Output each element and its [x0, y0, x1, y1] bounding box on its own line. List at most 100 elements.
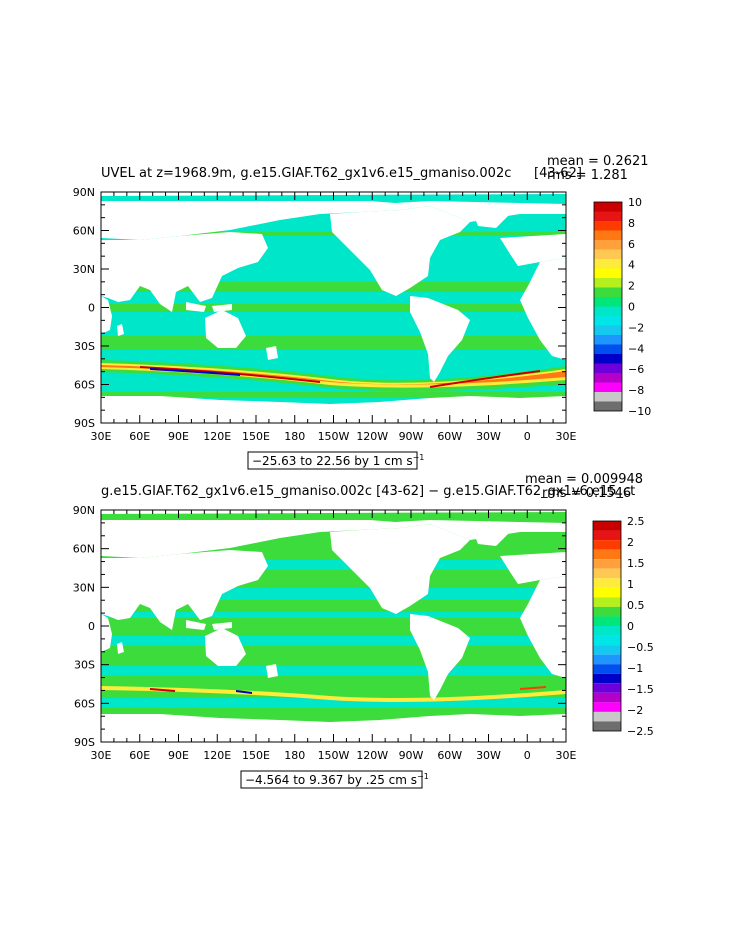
- panel-top-lat-label: 60N: [73, 225, 95, 238]
- panel-top-range-exp: −1: [413, 453, 425, 462]
- panel-top-colorbar-swatch: [594, 373, 622, 383]
- panel-bottom-lon-label: 90E: [168, 749, 189, 762]
- panel-bottom-colorbar-swatch: [593, 597, 621, 607]
- panel-top-years: [43-62]: [534, 166, 582, 181]
- panel-top-colorbar-label: 6: [628, 238, 635, 251]
- panel-top-colorbar-swatch: [594, 401, 622, 411]
- panel-top-colorbar-swatch: [594, 325, 622, 335]
- acc-anomaly: [101, 686, 566, 702]
- panel-top-lat-label: 90S: [74, 417, 95, 430]
- panel-top-lon-label: 90W: [399, 430, 424, 443]
- panel-bottom-colorbar-label: 1: [627, 578, 634, 591]
- panel-bottom-lat-label: 30N: [73, 581, 95, 594]
- panel-bottom: g.e15.GIAF.T62_gx1v6.e15_gmaniso.002c [4…: [73, 472, 654, 789]
- panel-bottom-colorbar-swatch: [593, 683, 621, 693]
- panel-bottom-colorbar-swatch: [593, 645, 621, 655]
- panel-bottom-map: [101, 510, 566, 742]
- panel-top-colorbar: 10 8 6 4 2 0 −2 −4 −6 −8 −10: [593, 196, 651, 418]
- panel-bottom-colorbar-swatch: [593, 654, 621, 665]
- panel-top-colorbar-swatch: [594, 259, 622, 269]
- panel-top-rms: rms = 1.281: [547, 168, 628, 183]
- panel-top-colorbar-label: 4: [628, 259, 635, 272]
- panel-bottom-colorbar-label: −2: [627, 704, 643, 717]
- panel-bottom-colorbar-label: −1: [627, 662, 643, 675]
- panel-top-lon-label: 120E: [203, 430, 231, 443]
- panel-top-lat-label: 90N: [73, 186, 95, 199]
- panel-bottom-lat-label: 0: [88, 620, 95, 633]
- panel-bottom-colorbar: 2.5 2 1.5 1 0.5 0 −0.5 −1 −1.5 −2 −2.5: [592, 515, 654, 738]
- panel-top-colorbar-swatch: [594, 335, 622, 345]
- panel-bottom-colorbar-swatch: [593, 521, 621, 531]
- panel-top-lon-label: 90E: [168, 430, 189, 443]
- panel-bottom-colorbar-label: 2.5: [627, 515, 645, 528]
- panel-bottom-title: g.e15.GIAF.T62_gx1v6.e15_gmaniso.002c [4…: [101, 484, 635, 499]
- panel-top-lon-label: 180: [284, 430, 305, 443]
- panel-top-lat-label: 60S: [74, 379, 95, 392]
- panel-top-colorbar-swatch: [594, 354, 622, 364]
- panel-top-colorbar-label: −8: [628, 384, 644, 397]
- panel-top-colorbar-label: 8: [628, 217, 635, 230]
- panel-bottom-lat-label: 90N: [73, 504, 95, 517]
- panel-top-lon-label: 0: [524, 430, 531, 443]
- panel-top-title: UVEL at z=1968.9m, g.e15.GIAF.T62_gx1v6.…: [101, 166, 511, 181]
- panel-top-colorbar-label: 0: [628, 301, 635, 314]
- panel-bottom-colorbar-swatch: [593, 673, 621, 684]
- panel-bottom-colorbar-swatch: [593, 578, 621, 588]
- panel-bottom-colorbar-swatch: [593, 559, 621, 569]
- panel-bottom-range: −4.564 to 9.367 by .25 cm s: [245, 773, 417, 787]
- panel-top-colorbar-label: −2: [628, 321, 644, 334]
- panel-bottom-colorbar-swatch: [593, 587, 621, 598]
- panel-top-colorbar-swatch: [594, 287, 622, 297]
- acc-band: [101, 360, 566, 392]
- panel-top-colorbar-label: −4: [628, 342, 644, 355]
- panel-bottom-colorbar-swatch: [593, 692, 621, 703]
- panel-bottom-colorbar-swatch: [593, 721, 621, 731]
- panel-top-colorbar-label: 2: [628, 280, 635, 293]
- panel-top-mean: mean = 0.2621: [547, 154, 649, 169]
- panel-top-colorbar-label: −6: [628, 363, 644, 376]
- panel-bottom-lat-label: 60N: [73, 543, 95, 556]
- panel-bottom-colorbar-label: −1.5: [627, 683, 654, 696]
- panel-bottom-lat-label: 30S: [74, 659, 95, 672]
- panel-top-colorbar-swatch: [594, 211, 622, 221]
- panel-bottom-colorbar-swatch: [593, 540, 621, 550]
- panel-bottom-lat-label: 90S: [74, 736, 95, 749]
- panel-bottom-colorbar-swatch: [593, 606, 621, 617]
- panel-bottom-lon-label: 150E: [242, 749, 270, 762]
- panel-top-colorbar-swatch: [594, 297, 622, 307]
- panel-bottom-lon-label: 30E: [91, 749, 112, 762]
- panel-bottom-colorbar-swatch: [593, 549, 621, 560]
- panel-bottom-rms: rms = 0.1546: [542, 486, 631, 501]
- panel-top-lon-label: 60W: [437, 430, 462, 443]
- panel-bottom-colorbar-label: −2.5: [627, 725, 654, 738]
- panel-top-range-box: −25.63 to 22.56 by 1 cm s−1: [247, 451, 424, 470]
- panel-top-colorbar-swatch: [594, 268, 622, 278]
- panel-bottom-lon-label: 180: [284, 749, 305, 762]
- panel-top-colorbar-swatch: [594, 392, 622, 402]
- panel-top-lon-label: 150E: [242, 430, 270, 443]
- panel-bottom-colorbar-label: −0.5: [627, 641, 654, 654]
- panel-bottom-colorbar-label: 2: [627, 536, 634, 549]
- panel-bottom-colorbar-swatch: [593, 616, 621, 626]
- panel-bottom-mean: mean = 0.009948: [525, 472, 643, 487]
- panel-top-colorbar-swatch: [594, 306, 622, 316]
- panel-top-lat-label: 30S: [74, 340, 95, 353]
- panel-top-colorbar-swatch: [594, 249, 622, 259]
- panel-bottom-colorbar-swatch: [593, 626, 621, 636]
- panel-bottom-lon-label: 60W: [437, 749, 462, 762]
- svg-text:−4.564 to 9.367 by .25 cm s−1: −4.564 to 9.367 by .25 cm s−1: [245, 772, 429, 787]
- panel-top-lon-label: 30E: [556, 430, 577, 443]
- panel-bottom-colorbar-swatch: [593, 568, 621, 579]
- svg-text:−25.63 to 22.56 by 1 cm s−1: −25.63 to 22.56 by 1 cm s−1: [252, 453, 424, 468]
- panel-bottom-colorbar-label: 0: [627, 620, 634, 633]
- panel-bottom-lon-label: 30E: [556, 749, 577, 762]
- panel-top-lon-label: 30W: [476, 430, 501, 443]
- panel-top-lon-label: 150W: [318, 430, 350, 443]
- panel-bottom-colorbar-label: 0.5: [627, 599, 645, 612]
- panel-bottom-lon-label: 150W: [318, 749, 350, 762]
- panel-top-colorbar-swatch: [594, 278, 622, 288]
- panel-bottom-lon-label: 120E: [203, 749, 231, 762]
- panel-top-colorbar-swatch: [594, 363, 622, 373]
- panel-bottom-lon-label: 0: [524, 749, 531, 762]
